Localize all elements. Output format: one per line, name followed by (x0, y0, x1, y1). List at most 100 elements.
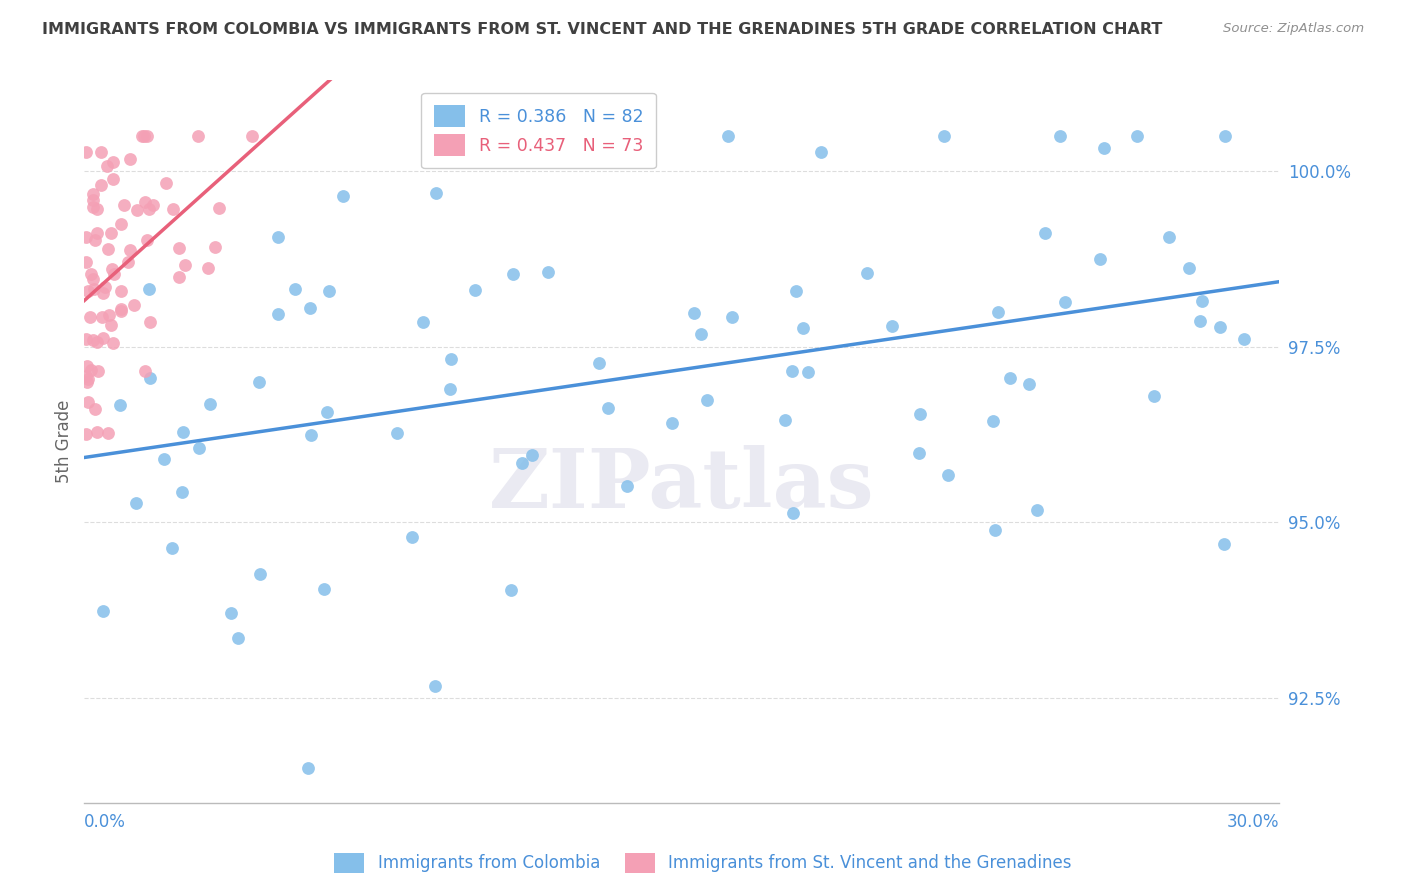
Point (100, 318, 122, 333)
Point (198, 397, 221, 411)
Point (93, 285, 115, 300)
Legend: Immigrants from Colombia, Immigrants from St. Vincent and the Grenadines: Immigrants from Colombia, Immigrants fro… (328, 847, 1078, 880)
Point (86, 227, 108, 241)
Point (110, 398, 132, 412)
Point (332, 189, 354, 203)
Point (155, 176, 177, 190)
Point (1178, 260, 1201, 275)
Point (84, 402, 107, 417)
Point (1126, 129, 1149, 144)
Point (91, 310, 114, 324)
Point (142, 198, 165, 212)
Point (100, 226, 122, 240)
Point (785, 284, 807, 298)
Point (97, 425, 120, 440)
Point (1092, 141, 1115, 155)
Point (247, 376, 270, 390)
Point (987, 305, 1010, 319)
Point (139, 371, 162, 385)
Point (132, 129, 155, 144)
Point (983, 414, 1005, 428)
Point (83, 282, 105, 296)
Point (167, 241, 190, 255)
Point (721, 310, 744, 324)
Point (96, 160, 118, 174)
Point (318, 284, 340, 298)
Legend: R = 0.386   N = 82, R = 0.437   N = 73: R = 0.386 N = 82, R = 0.437 N = 73 (422, 93, 655, 169)
Point (512, 456, 534, 470)
Point (83, 233, 105, 247)
Text: 30.0%: 30.0% (1227, 814, 1279, 831)
Point (75, 229, 97, 244)
Point (1033, 226, 1056, 240)
Point (131, 129, 153, 144)
Point (588, 356, 610, 370)
Point (76, 359, 98, 374)
Point (936, 467, 959, 482)
Point (464, 283, 486, 297)
Point (103, 267, 125, 281)
Point (122, 298, 145, 312)
Point (187, 129, 209, 144)
Point (520, 448, 543, 462)
Point (401, 530, 423, 544)
Point (75, 333, 97, 347)
Point (117, 255, 139, 269)
Point (1208, 320, 1230, 334)
Point (240, 129, 263, 144)
Point (810, 145, 832, 160)
Point (103, 335, 125, 350)
Point (1090, 252, 1112, 266)
Point (208, 201, 231, 215)
Point (101, 155, 124, 169)
Point (110, 285, 132, 299)
Point (1213, 129, 1236, 144)
Point (314, 582, 336, 596)
Point (188, 441, 211, 455)
Point (82, 193, 104, 207)
Point (110, 302, 132, 317)
Point (118, 152, 141, 166)
Point (423, 680, 446, 694)
Point (172, 425, 194, 439)
Point (284, 282, 307, 296)
Point (172, 484, 194, 499)
Point (598, 401, 620, 415)
Point (299, 428, 322, 442)
Text: 0.0%: 0.0% (84, 814, 127, 831)
Point (101, 262, 124, 277)
Point (1053, 295, 1076, 310)
Point (661, 417, 683, 431)
Point (439, 382, 461, 396)
Point (125, 496, 148, 510)
Point (501, 583, 523, 598)
Point (110, 303, 132, 318)
Point (1233, 332, 1256, 346)
Point (82, 333, 104, 347)
Point (138, 282, 160, 296)
Point (219, 606, 242, 620)
Point (90, 178, 112, 192)
Point (136, 234, 159, 248)
Point (882, 318, 904, 333)
Point (77, 372, 100, 386)
Point (118, 244, 141, 258)
Point (782, 507, 804, 521)
Point (775, 413, 797, 427)
Point (86, 334, 108, 349)
Point (93, 280, 115, 294)
Point (267, 307, 290, 321)
Point (82, 186, 104, 201)
Point (138, 202, 160, 216)
Text: IMMIGRANTS FROM COLOMBIA VS IMMIGRANTS FROM ST. VINCENT AND THE GRENADINES 5TH G: IMMIGRANTS FROM COLOMBIA VS IMMIGRANTS F… (42, 22, 1163, 37)
Point (447, 129, 470, 144)
Point (167, 270, 190, 285)
Point (79, 362, 101, 376)
Point (87, 364, 110, 378)
Point (908, 407, 931, 421)
Point (160, 541, 183, 555)
Point (797, 365, 820, 379)
Point (204, 240, 226, 254)
Point (136, 129, 159, 144)
Point (82, 272, 104, 286)
